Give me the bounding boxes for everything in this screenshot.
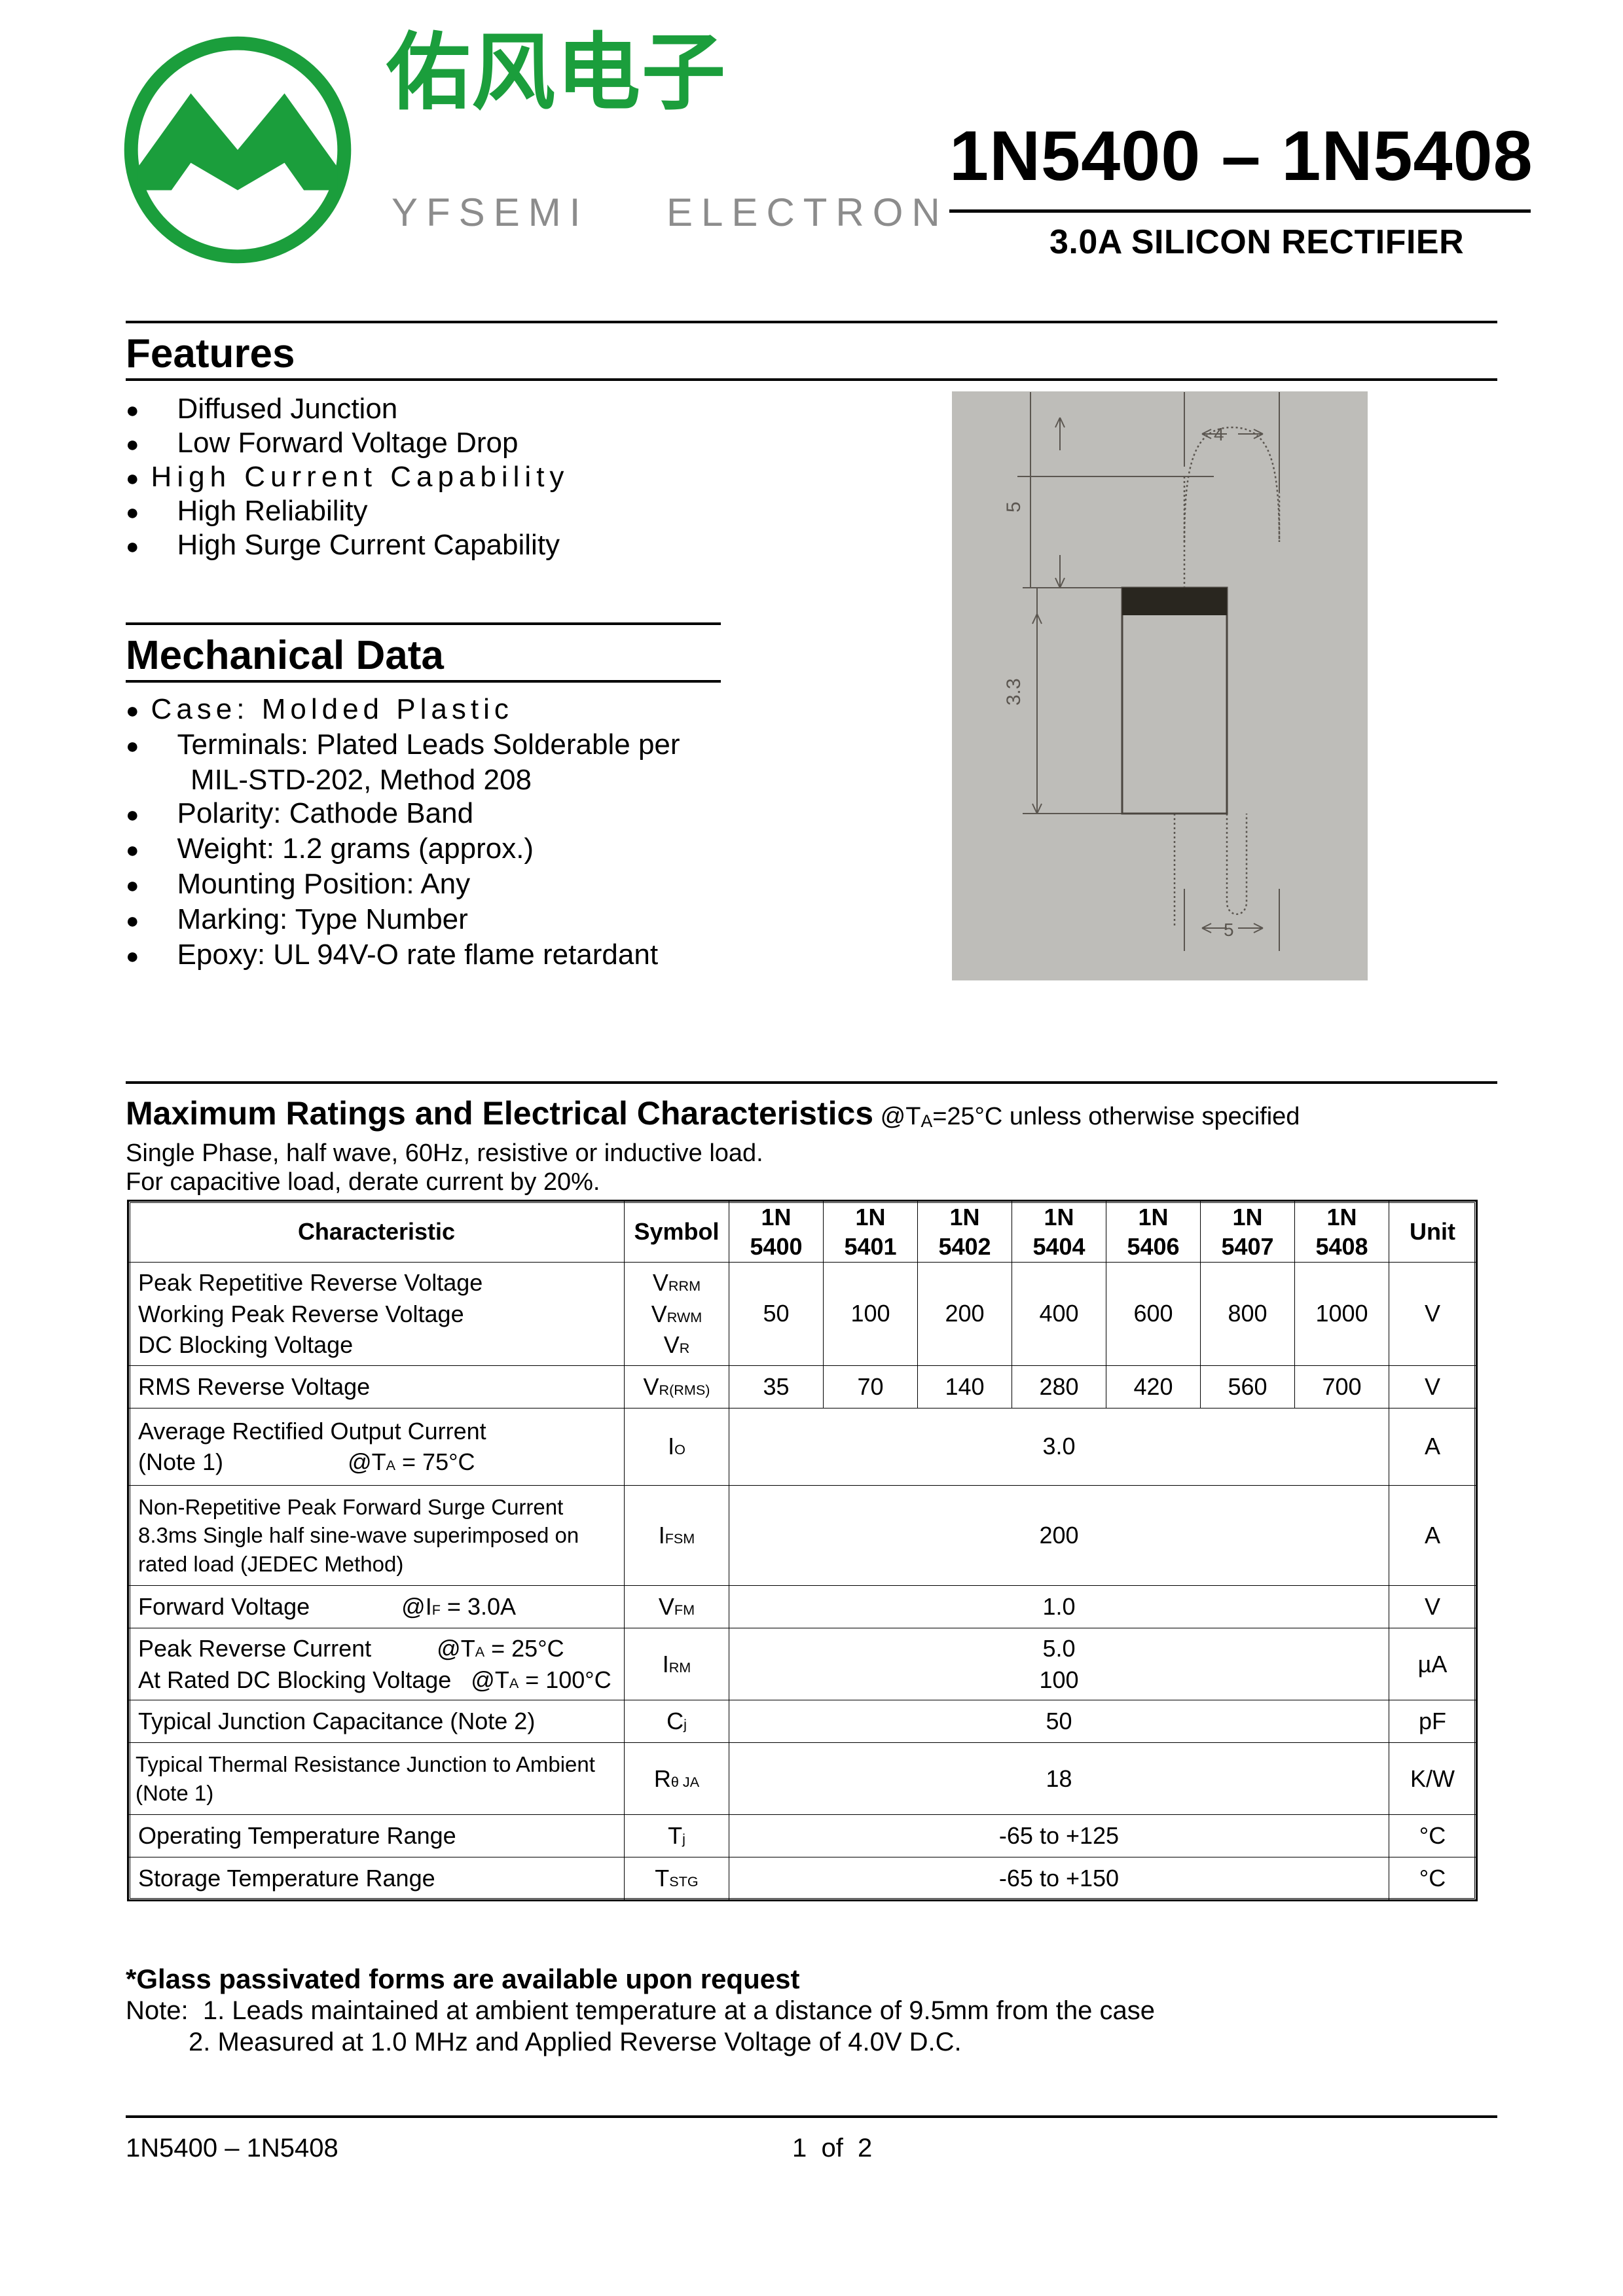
svg-text:5: 5 [1224,920,1234,940]
svg-text:5: 5 [1003,501,1025,512]
svg-text:4: 4 [1214,424,1224,444]
svg-text:3.3: 3.3 [1003,678,1025,706]
